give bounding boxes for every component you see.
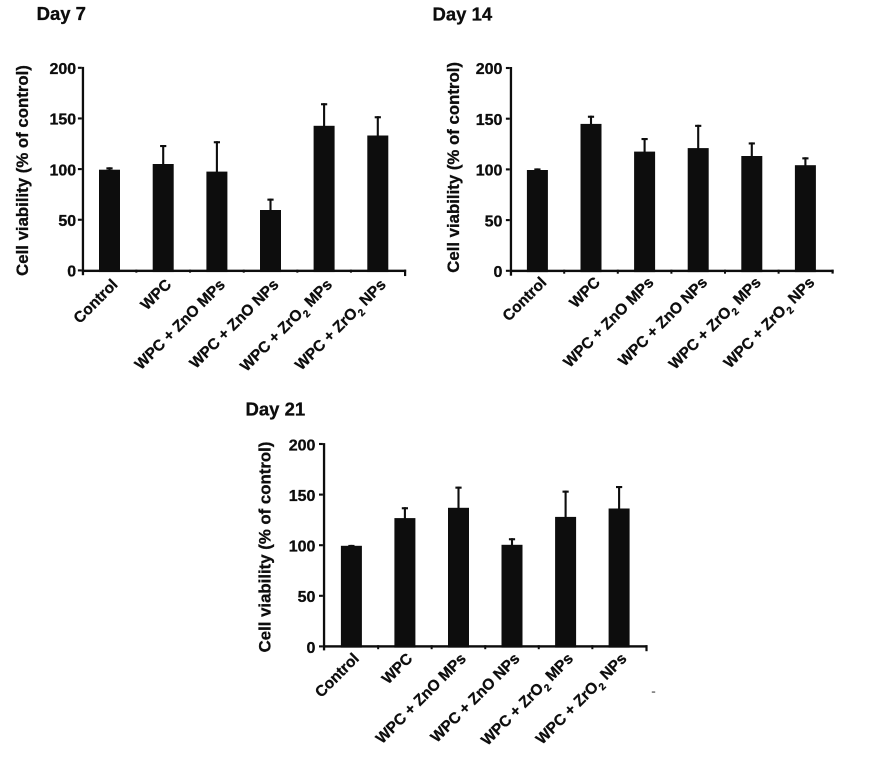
svg-text:100: 100 — [49, 162, 76, 179]
svg-text:100: 100 — [289, 539, 316, 556]
svg-text:150: 150 — [49, 112, 76, 129]
svg-text:0: 0 — [306, 640, 315, 657]
svg-text:100: 100 — [476, 163, 503, 180]
svg-text:50: 50 — [58, 213, 76, 230]
svg-text:Cell viability (% of control): Cell viability (% of control) — [13, 65, 32, 276]
svg-text:Day 7: Day 7 — [37, 3, 86, 24]
svg-text:Cell viability (% of control): Cell viability (% of control) — [256, 442, 275, 653]
svg-text:150: 150 — [289, 488, 316, 505]
svg-text:Cell viability (% of control): Cell viability (% of control) — [444, 62, 463, 273]
svg-text:200: 200 — [289, 437, 316, 454]
svg-text:Day 21: Day 21 — [246, 398, 306, 419]
svg-text:150: 150 — [476, 112, 503, 129]
svg-text:200: 200 — [476, 61, 503, 78]
svg-text:0: 0 — [493, 264, 502, 281]
svg-text:200: 200 — [49, 61, 76, 78]
svg-text:Day 14: Day 14 — [433, 4, 493, 25]
svg-text:50: 50 — [298, 589, 316, 606]
svg-text:0: 0 — [67, 264, 76, 281]
svg-text:50: 50 — [485, 213, 503, 230]
